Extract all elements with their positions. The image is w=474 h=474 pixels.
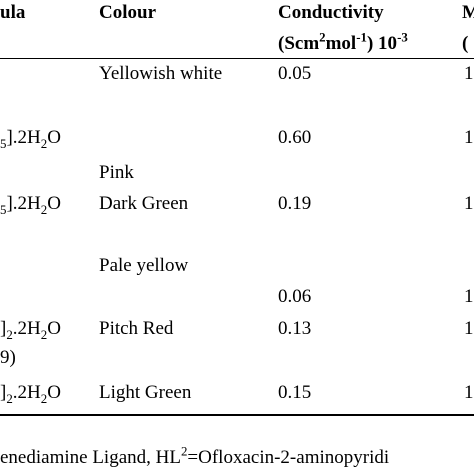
- row-colour: Dark Green: [99, 193, 189, 214]
- row-colour: Pale yellow: [99, 255, 189, 276]
- row-conductivity: 0.15: [278, 382, 312, 403]
- header-next-col-2: (: [462, 33, 469, 54]
- row-next: 1: [464, 63, 474, 84]
- row-next: 1: [464, 193, 474, 214]
- row-formula: 5].2H2O: [0, 193, 61, 217]
- row-conductivity: 0.13: [278, 318, 312, 339]
- row-conductivity: 0.05: [278, 63, 312, 84]
- header-formula: ula: [0, 2, 26, 23]
- row-next: 1: [464, 127, 474, 148]
- row-formula: 5].2H2O: [0, 127, 61, 151]
- row-colour: Pink: [99, 162, 134, 183]
- row-next: 1: [464, 318, 474, 339]
- row-formula: ]2.2H2O: [0, 382, 61, 406]
- row-colour: Pitch Red: [99, 318, 174, 339]
- header-next-col: M: [462, 2, 474, 23]
- header-colour: Colour: [99, 2, 156, 23]
- header-rule: [0, 58, 474, 59]
- header-conductivity: Conductivity: [278, 2, 384, 23]
- row-formula-tail: 9): [0, 347, 16, 368]
- row-colour: Yellowish white: [99, 63, 223, 84]
- header-conductivity-unit: (Scm2mol-1) 10-3: [278, 29, 408, 54]
- bottom-rule: [0, 414, 474, 416]
- row-conductivity: 0.60: [278, 127, 312, 148]
- row-formula: ]2.2H2O: [0, 318, 61, 342]
- row-next: 1: [464, 286, 474, 307]
- row-conductivity: 0.06: [278, 286, 312, 307]
- footnote: enediamine Ligand, HL2=Ofloxacin-2-amino…: [0, 443, 390, 468]
- row-next: 1: [464, 382, 474, 403]
- row-colour: Light Green: [99, 382, 192, 403]
- row-conductivity: 0.19: [278, 193, 312, 214]
